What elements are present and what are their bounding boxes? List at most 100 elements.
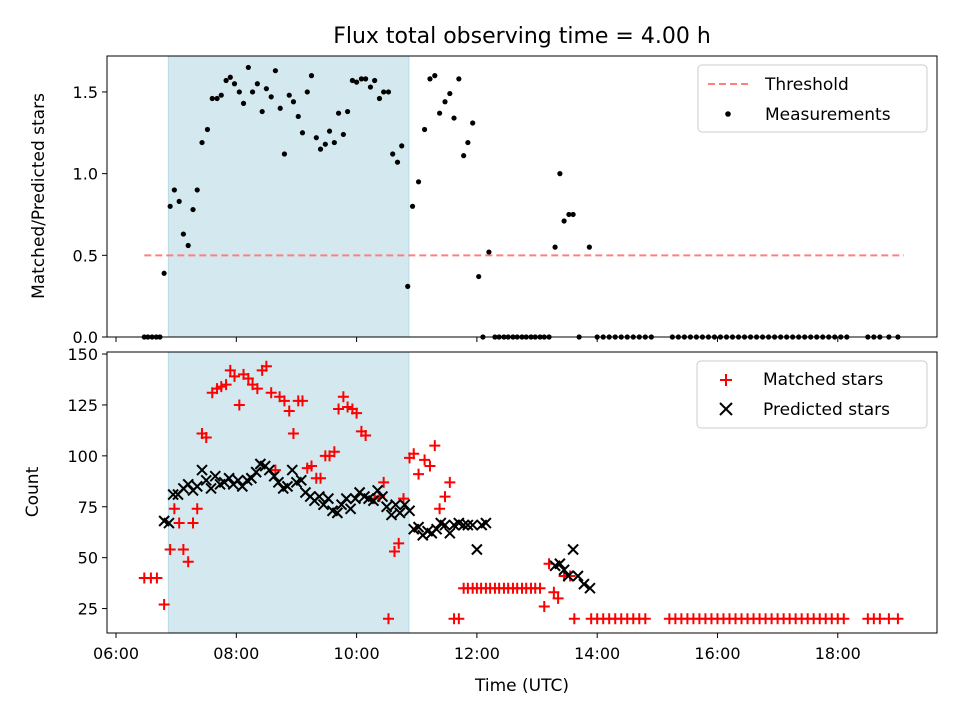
matched-star-point xyxy=(408,448,420,460)
predicted-star-point xyxy=(376,490,389,503)
predicted-star-point xyxy=(412,521,425,533)
matched-star-point xyxy=(419,454,431,466)
measurement-point xyxy=(437,110,443,116)
matched-star-point xyxy=(182,556,194,568)
bottom-y-tick-label: 50 xyxy=(78,549,98,568)
measurement-point xyxy=(586,244,592,250)
matched-star-point xyxy=(168,503,180,515)
predicted-star-point xyxy=(462,519,474,531)
predicted-star-point xyxy=(250,466,262,478)
matched-star-point xyxy=(215,381,227,393)
measurement-point xyxy=(385,89,392,95)
measurement-point xyxy=(367,84,374,90)
measurement-point xyxy=(313,135,319,141)
matched-star-point xyxy=(328,446,340,458)
measurement-point xyxy=(227,74,233,80)
measurement-point xyxy=(223,77,229,84)
measurement-point xyxy=(199,139,205,146)
measurement-point xyxy=(432,73,438,79)
predicted-star-point xyxy=(349,492,362,505)
top-panel: 0.0 0.5 1.0 1.5 xyxy=(73,55,938,347)
measurement-point xyxy=(566,211,572,218)
measurement-point xyxy=(176,198,182,205)
matched-star-point xyxy=(242,372,254,384)
matched-star-point xyxy=(413,468,425,480)
measurement-point xyxy=(331,139,337,146)
predicted-star-point xyxy=(480,517,492,529)
matched-star-point xyxy=(388,546,400,558)
bottom-y-tick-label: 150 xyxy=(67,345,98,364)
top-observing-window xyxy=(167,55,410,338)
predicted-star-point xyxy=(344,503,357,515)
matched-star-point xyxy=(351,407,363,419)
matched-star-point xyxy=(251,383,263,395)
matched-star-point xyxy=(191,503,203,515)
matched-star-point xyxy=(378,476,390,488)
measurement-point xyxy=(317,146,324,152)
measurement-point xyxy=(451,115,457,121)
x-tick-label: 18:00 xyxy=(815,644,861,663)
matched-star-point xyxy=(838,613,850,625)
y-axis-label-top: Matched/Predicted stars xyxy=(29,93,49,299)
chart-title: Flux total observing time = 4.00 h xyxy=(333,24,711,49)
matched-star-point xyxy=(283,405,295,417)
predicted-star-point xyxy=(209,470,221,482)
predicted-star-point xyxy=(466,519,479,531)
predicted-star-point xyxy=(268,470,280,482)
matched-star-point xyxy=(158,598,170,610)
matched-star-point xyxy=(177,544,189,556)
predicted-star-point xyxy=(554,558,566,570)
top-axes-frame xyxy=(106,55,938,338)
predicted-star-point xyxy=(578,578,590,590)
predicted-star-point xyxy=(322,492,335,505)
measurement-point xyxy=(299,130,306,136)
measurement-point xyxy=(277,105,283,111)
predicted-star-point xyxy=(403,505,416,517)
predicted-star-point xyxy=(163,517,175,529)
predicted-star-point xyxy=(567,543,579,556)
predicted-star-point xyxy=(439,519,451,531)
measurement-point xyxy=(476,273,482,280)
matched-star-point xyxy=(224,364,236,376)
matched-star-point xyxy=(265,387,277,399)
predicted-star-point xyxy=(430,523,443,535)
bottom-y-tick-label: 100 xyxy=(67,447,98,466)
measurement-point xyxy=(180,231,186,237)
predicted-star-point xyxy=(340,492,353,505)
measurement-point xyxy=(190,206,196,213)
predicted-star-point xyxy=(200,474,212,486)
matched-star-point xyxy=(393,537,405,549)
bottom-y-tick-label: 125 xyxy=(67,396,98,415)
measurement-point xyxy=(344,108,351,115)
measurement-point xyxy=(399,143,405,149)
predicted-star-point xyxy=(286,464,298,476)
matched-star-point xyxy=(287,427,299,439)
predicted-star-point xyxy=(562,570,575,582)
measurement-point xyxy=(349,77,355,84)
measurement-point xyxy=(290,99,297,105)
measurement-point xyxy=(372,77,378,84)
measurement-point xyxy=(167,203,173,209)
predicted-star-point xyxy=(295,474,307,486)
x-tick-label: 06:00 xyxy=(93,644,139,663)
matched-star-point xyxy=(151,572,163,584)
matched-star-point xyxy=(200,432,212,444)
x-tick-label: 16:00 xyxy=(694,644,740,663)
measurement-point xyxy=(456,76,462,82)
measurement-point xyxy=(263,86,269,92)
predicted-star-point xyxy=(196,464,208,476)
measurement-point xyxy=(209,95,215,102)
bottom-axes-frame xyxy=(106,351,938,634)
predicted-star-point xyxy=(389,499,402,511)
matched-star-point xyxy=(538,601,550,613)
bottom-y-tick-label: 25 xyxy=(78,600,98,619)
bottom-panel: 25 50 75 100 125 150 06:00 08:00 10:00 12:00 14:00… xyxy=(67,345,938,663)
matched-star-point xyxy=(342,401,354,413)
measurement-point xyxy=(268,94,274,100)
top-y-tick-label: 0.5 xyxy=(73,246,98,265)
predicted-star-point xyxy=(167,488,179,501)
x-tick-label: 08:00 xyxy=(213,644,259,663)
legend-matched-swatch xyxy=(720,374,732,386)
measurement-point xyxy=(304,89,310,95)
